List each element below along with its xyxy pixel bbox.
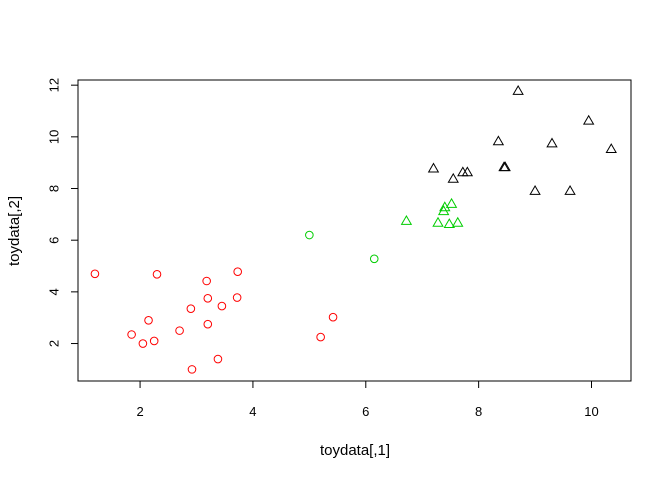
data-point-triangle [400,214,413,225]
y-tick-label: 6 [47,237,62,244]
y-tick-label: 2 [47,340,62,347]
data-point-triangle [564,185,576,195]
data-point-circle [90,269,100,279]
data-point-circle [232,293,242,302]
data-point-circle [213,354,223,364]
x-tick-label: 10 [584,404,598,419]
data-point-circle [369,254,379,264]
x-tick-label: 8 [475,404,482,419]
data-point-triangle [447,172,459,183]
data-point-circle [305,230,314,240]
data-point-circle [203,319,213,329]
y-tick-label: 10 [47,130,62,144]
x-tick-label: 4 [249,404,256,419]
data-point-triangle [512,85,524,95]
y-tick-label: 4 [47,288,62,295]
data-point-circle [328,312,338,322]
data-point-triangle [445,197,458,208]
x-axis: 2 4 6 8 10 [136,380,599,419]
data-points [90,85,617,374]
data-point-circle [138,339,148,348]
y-tick-label: 8 [47,185,62,192]
data-point-triangle [499,161,511,172]
data-point-triangle [443,218,456,228]
data-point-triangle [461,166,474,177]
data-point-triangle [529,185,541,195]
data-point-triangle [492,135,505,146]
data-point-triangle [546,137,558,148]
data-point-circle [217,301,227,311]
x-tick-label: 2 [136,404,143,419]
data-point-circle [127,330,136,339]
plot-frame [77,79,632,382]
data-point-circle [144,315,153,325]
data-point-circle [175,326,184,335]
data-point-circle [152,269,162,279]
data-point-circle [186,304,196,313]
data-point-circle [233,267,242,277]
data-point-triangle [582,114,595,125]
data-point-triangle [452,216,464,227]
data-point-circle [316,332,325,342]
data-point-circle [187,365,197,374]
data-point-triangle [605,143,617,154]
x-axis-title: toydata[,1] [320,442,390,459]
data-point-triangle [432,216,444,227]
data-point-triangle [427,162,440,173]
y-axis: 2 4 6 8 10 12 [47,78,79,347]
y-tick-label: 12 [47,78,62,92]
x-tick-label: 6 [362,404,369,419]
data-point-circle [203,294,213,303]
data-point-circle [202,276,211,286]
data-point-circle [149,336,159,346]
y-axis-title: toydata[,2] [6,196,23,266]
